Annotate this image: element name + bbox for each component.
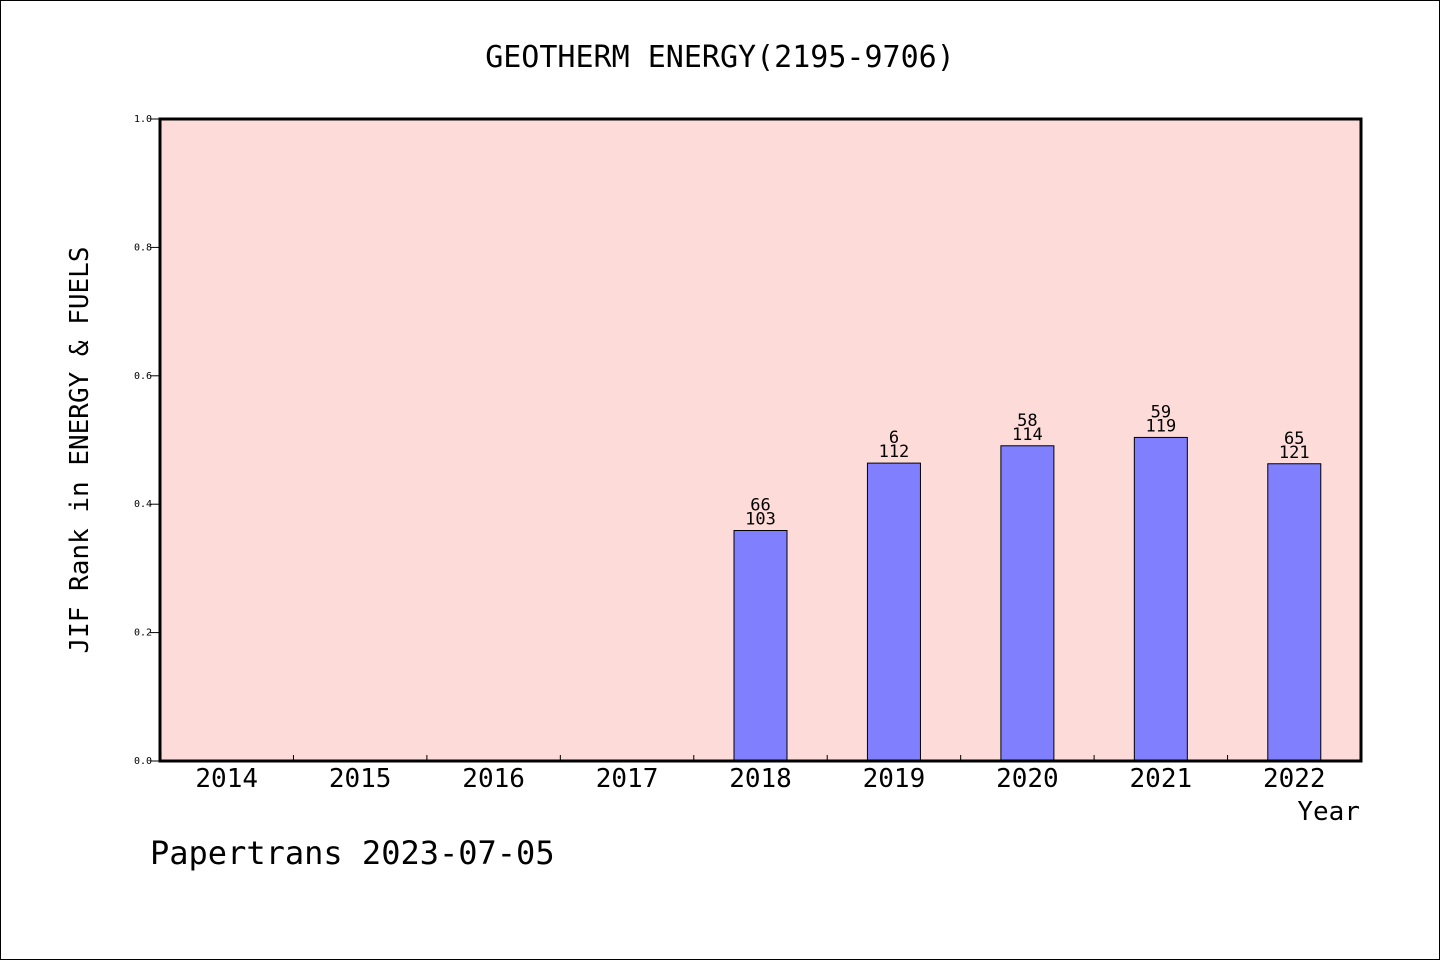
x-axis-label: Year (1297, 797, 1360, 827)
bar-rank-label: 6 (889, 428, 899, 448)
bar-2019 (866, 462, 921, 762)
y-axis-ticks: 0.0 0.2 0.4 0.6 0.8 1.0 (134, 114, 160, 767)
bar-2021 (1133, 436, 1188, 762)
bar-total-label: 114 (1012, 425, 1043, 445)
x-tick-label: 2014 (195, 764, 258, 794)
x-tick-label: 2015 (329, 764, 392, 794)
y-tick-label: 1.0 (134, 114, 152, 125)
x-axis-ticks: 2014 2015 2016 2017 2018 2019 2020 2021 2022 (195, 755, 1326, 794)
x-tick-label: 2019 (863, 764, 926, 794)
y-tick-label: 0.6 (134, 371, 152, 382)
x-tick-label: 2018 (729, 764, 792, 794)
x-tick-label: 2022 (1263, 764, 1326, 794)
bar-rank-label: 65 (1284, 429, 1304, 449)
x-tick-label: 2021 (1130, 764, 1193, 794)
x-tick-label: 2016 (462, 764, 525, 794)
y-axis-label: JIF Rank in ENERGY & FUELS (65, 247, 95, 654)
bar-total-label: 119 (1145, 416, 1176, 436)
bar-rank-label: 59 (1151, 402, 1171, 422)
chart-title: GEOTHERM ENERGY(2195-9706) (485, 40, 955, 75)
footer-text: Papertrans 2023-07-05 (150, 834, 555, 872)
y-tick-label: 0.2 (134, 628, 152, 639)
bar-total-label: 112 (879, 442, 910, 462)
y-tick-label: 0.8 (134, 242, 152, 253)
x-tick-label: 2017 (596, 764, 659, 794)
y-tick-label: 0.0 (134, 756, 152, 767)
bar-2022 (1267, 463, 1322, 762)
bar-total-label: 121 (1279, 443, 1310, 463)
bar-rank-label: 66 (750, 496, 770, 516)
bar-2020 (1000, 445, 1055, 762)
x-tick-label: 2020 (996, 764, 1059, 794)
plot-border (158, 117, 1363, 763)
bar-2018 (733, 530, 788, 762)
y-tick-label: 0.4 (134, 499, 152, 510)
bar-rank-label: 58 (1017, 411, 1037, 431)
bar-total-label: 103 (745, 510, 776, 530)
